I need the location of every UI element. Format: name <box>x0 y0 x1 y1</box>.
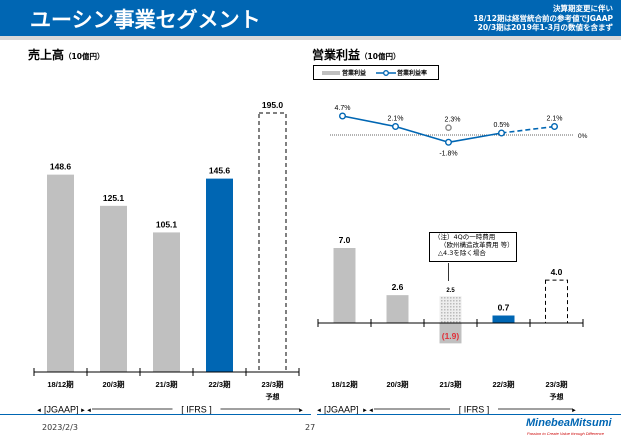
margin-value-label: 0.5% <box>494 122 510 129</box>
sales-forecast-label: 予想 <box>266 392 280 401</box>
op-adjusted-value-label: 2.5 <box>446 288 455 294</box>
sales-title-text: 売上高 <box>28 48 65 62</box>
legend-line-label: 営業利益率 <box>397 70 428 77</box>
margin-point <box>551 123 559 131</box>
sales-bar <box>206 178 233 372</box>
sales-category-label: 21/3期 <box>155 379 178 389</box>
header-note-line: 18/12期は経営統合前の参考値でJGAAP <box>473 13 613 23</box>
margin-zero-label: 0% <box>578 133 588 140</box>
margin-point <box>339 112 347 120</box>
op-forecast-label: 予想 <box>550 392 564 401</box>
op-arrow-left-icon: ◄ <box>316 408 322 414</box>
footer-date: 2023/2/3 <box>42 423 78 432</box>
op-value-label: 2.6 <box>392 282 404 292</box>
op-jgaap-label: [JGAAP] <box>324 405 359 415</box>
header-note-line: 20/3期は2019年1-3月の数値を含まず <box>477 23 613 32</box>
op-profit-title-text: 営業利益 <box>312 48 361 62</box>
page-number: 27 <box>305 423 316 432</box>
op-category-label: 18/12期 <box>331 379 358 389</box>
op-value-label: 4.0 <box>551 267 563 277</box>
op-bar <box>492 315 515 323</box>
op-value-label-negative: (1.9) <box>442 331 460 341</box>
note-line: △4.3を除く場合 <box>438 249 486 257</box>
sales-arrow-right-icon: ► <box>298 408 304 414</box>
footer-divider-right <box>317 414 621 415</box>
sales-bar-forecast <box>258 112 287 373</box>
sales-value-label: 125.1 <box>103 193 125 203</box>
margin-line-segment <box>501 125 555 134</box>
op-bar <box>439 323 462 344</box>
legend-bar-label: 営業利益 <box>342 70 367 77</box>
op-bar <box>333 248 356 323</box>
sales-category-label: 23/3期 <box>261 379 284 389</box>
company-logo: MinebeaMitsumi <box>526 417 612 429</box>
sales-value-label: 145.6 <box>209 166 231 176</box>
margin-line-segment <box>342 115 396 128</box>
op-bar <box>386 295 409 323</box>
margin-line-segment <box>395 125 449 144</box>
sales-value-label: 148.6 <box>50 162 72 172</box>
sales-arrow-left-icon: ◄ <box>36 408 42 414</box>
margin-adjusted-point <box>445 124 452 132</box>
op-profit-title: 営業利益（10億円） <box>312 46 400 63</box>
page-title: ユーシン事業セグメント <box>30 8 261 32</box>
sales-unit: （10億円） <box>64 52 105 61</box>
sales-value-label: 105.1 <box>156 219 178 229</box>
op-category-label: 21/3期 <box>439 379 462 389</box>
op-arrow-right-icon: ► <box>362 408 368 414</box>
op-category-label: 20/3期 <box>386 379 409 389</box>
footer-divider-left <box>0 414 311 415</box>
sales-category-label: 20/3期 <box>102 379 125 389</box>
sales-title: 売上高（10億円） <box>28 46 104 63</box>
margin-point <box>392 123 400 131</box>
margin-value-label: 4.7% <box>335 105 351 112</box>
legend-bar-swatch <box>322 71 340 75</box>
sales-bar <box>100 205 127 372</box>
margin-value-label: 2.1% <box>547 116 563 123</box>
margin-value-label: 2.1% <box>388 116 404 123</box>
sales-value-label: 195.0 <box>262 100 284 110</box>
sales-arrow-right-icon: ► <box>80 408 86 414</box>
chart-legend: 営業利益 営業利益率 <box>313 65 439 80</box>
sales-jgaap-label: [JGAAP] <box>44 405 79 415</box>
op-value-label: 7.0 <box>339 235 351 245</box>
op-category-label: 22/3期 <box>492 379 515 389</box>
note-line: （注）4Qの一時費用 <box>434 233 496 241</box>
sales-ifrs-label: [ IFRS ] <box>181 405 212 415</box>
header-bar: ユーシン事業セグメント 決算期変更に伴い 18/12期は経営統合前の参考値でJG… <box>0 0 621 36</box>
op-arrow-left-icon: ◄ <box>368 408 374 414</box>
op-bar-adjusted <box>439 296 462 323</box>
header-divider <box>0 36 621 40</box>
sales-bar <box>153 232 180 372</box>
sales-bar <box>47 174 74 372</box>
sales-category-label: 22/3期 <box>208 379 231 389</box>
company-tagline: Passion to Create Value through Differen… <box>527 431 605 436</box>
legend-line-swatch <box>376 70 396 76</box>
op-ifrs-label: [ IFRS ] <box>459 405 490 415</box>
margin-point <box>498 129 506 137</box>
op-profit-unit: （10億円） <box>360 52 401 61</box>
op-bar-forecast <box>545 279 568 324</box>
sales-arrow-left-icon: ◄ <box>86 408 92 414</box>
op-arrow-right-icon: ► <box>571 408 577 414</box>
op-category-label: 23/3期 <box>545 379 568 389</box>
note-line: （欧州構造改革費用 等） <box>440 241 514 249</box>
margin-value-label: -1.8% <box>439 150 457 157</box>
note-box: （注）4Qの一時費用 （欧州構造改革費用 等） △4.3を除く場合 <box>429 232 517 262</box>
margin-line-segment <box>448 132 502 144</box>
header-note-line: 決算期変更に伴い <box>553 4 613 13</box>
margin-adjusted-label: 2.3% <box>445 117 461 124</box>
op-value-label: 0.7 <box>498 303 510 313</box>
header-note: 決算期変更に伴い 18/12期は経営統合前の参考値でJGAAP 20/3期は20… <box>473 4 613 33</box>
sales-category-label: 18/12期 <box>47 379 74 389</box>
margin-point <box>445 138 453 146</box>
